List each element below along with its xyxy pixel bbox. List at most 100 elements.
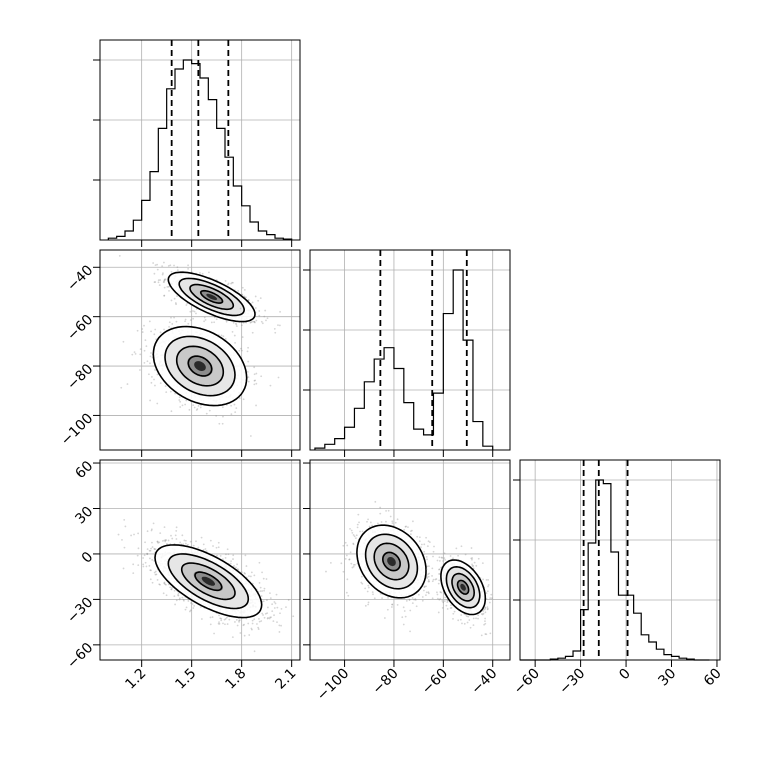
density-panel-0 xyxy=(118,255,281,437)
scatter-point xyxy=(156,268,159,271)
scatter-point xyxy=(287,599,290,601)
scatter-point xyxy=(200,404,202,407)
scatter-point xyxy=(195,540,197,543)
scatter-point xyxy=(403,610,406,612)
scatter-point xyxy=(197,546,200,549)
scatter-point xyxy=(352,543,355,546)
scatter-point xyxy=(123,546,126,549)
scatter-point xyxy=(487,585,489,588)
contour-line xyxy=(167,271,256,323)
scatter-point xyxy=(173,297,176,300)
scatter-point xyxy=(404,615,407,618)
scatter-point xyxy=(258,618,260,620)
scatter-point xyxy=(242,398,245,401)
scatter-point xyxy=(263,315,266,318)
scatter-point xyxy=(361,582,364,585)
scatter-point xyxy=(391,520,394,523)
x-tick-label: −100 xyxy=(314,666,353,705)
scatter-point xyxy=(346,544,349,547)
scatter-point xyxy=(171,323,174,325)
scatter-point xyxy=(482,612,485,615)
scatter-point xyxy=(174,534,177,537)
scatter-point xyxy=(236,624,239,627)
scatter-point xyxy=(255,404,257,407)
scatter-point xyxy=(278,324,281,327)
scatter-point xyxy=(269,592,271,595)
scatter-point xyxy=(292,615,295,618)
scatter-point xyxy=(377,522,379,525)
scatter-point xyxy=(163,279,166,281)
scatter-point xyxy=(271,610,274,613)
scatter-point xyxy=(242,624,245,627)
scatter-point xyxy=(353,563,356,566)
scatter-point xyxy=(437,611,440,614)
scatter-point xyxy=(278,631,281,633)
scatter-point xyxy=(387,596,389,599)
scatter-point xyxy=(438,560,441,562)
histogram-panel-0 xyxy=(99,39,301,241)
scatter-point xyxy=(230,560,232,563)
scatter-point xyxy=(159,331,162,334)
scatter-point xyxy=(143,554,146,557)
scatter-point xyxy=(195,409,198,411)
scatter-point xyxy=(484,622,487,625)
scatter-point xyxy=(159,532,162,535)
scatter-point xyxy=(222,415,224,418)
scatter-point xyxy=(182,543,185,546)
density-frame-0 xyxy=(99,249,301,451)
scatter-point xyxy=(163,294,166,297)
scatter-point xyxy=(389,515,392,518)
scatter-point xyxy=(411,602,414,605)
scatter-point xyxy=(146,530,149,533)
scatter-point xyxy=(272,620,275,623)
scatter-point xyxy=(209,623,212,626)
scatter-point xyxy=(232,558,234,560)
contour-line xyxy=(194,571,223,592)
scatter-point xyxy=(187,600,190,602)
scatter-point xyxy=(325,570,327,573)
scatter-point xyxy=(152,522,155,525)
scatter-point xyxy=(156,540,159,543)
scatter-point xyxy=(251,622,254,625)
scatter-point xyxy=(368,525,371,528)
scatter-point xyxy=(428,541,431,544)
scatter-point xyxy=(344,541,347,544)
scatter-point xyxy=(148,320,151,323)
scatter-point xyxy=(423,586,426,589)
scatter-point xyxy=(473,561,476,564)
scatter-point xyxy=(170,316,172,319)
scatter-point xyxy=(229,562,232,565)
scatter-point xyxy=(427,573,429,576)
scatter-point xyxy=(268,617,271,620)
scatter-point xyxy=(427,592,430,595)
scatter-point xyxy=(351,566,354,569)
scatter-point xyxy=(425,568,428,571)
scatter-point xyxy=(240,571,243,574)
scatter-point xyxy=(220,617,223,620)
scatter-point xyxy=(122,340,125,343)
scatter-point xyxy=(149,355,152,358)
scatter-point xyxy=(253,618,256,621)
scatter-point xyxy=(426,565,429,568)
scatter-point xyxy=(137,547,140,550)
scatter-point xyxy=(187,322,190,325)
scatter-point xyxy=(142,565,145,568)
scatter-point xyxy=(345,554,348,557)
scatter-point xyxy=(486,607,489,610)
scatter-point xyxy=(356,526,359,529)
scatter-point xyxy=(123,518,126,521)
scatter-point xyxy=(480,613,483,615)
scatter-point xyxy=(425,585,427,588)
scatter-point xyxy=(143,324,145,327)
scatter-point xyxy=(253,574,256,577)
scatter-point xyxy=(163,261,165,264)
scatter-point xyxy=(196,408,199,410)
scatter-point xyxy=(241,349,243,352)
scatter-point xyxy=(262,614,264,616)
scatter-point xyxy=(240,324,243,327)
scatter-point xyxy=(204,548,207,550)
scatter-point xyxy=(239,307,242,310)
scatter-point xyxy=(258,314,261,317)
scatter-point xyxy=(471,557,474,559)
scatter-point xyxy=(189,609,192,612)
